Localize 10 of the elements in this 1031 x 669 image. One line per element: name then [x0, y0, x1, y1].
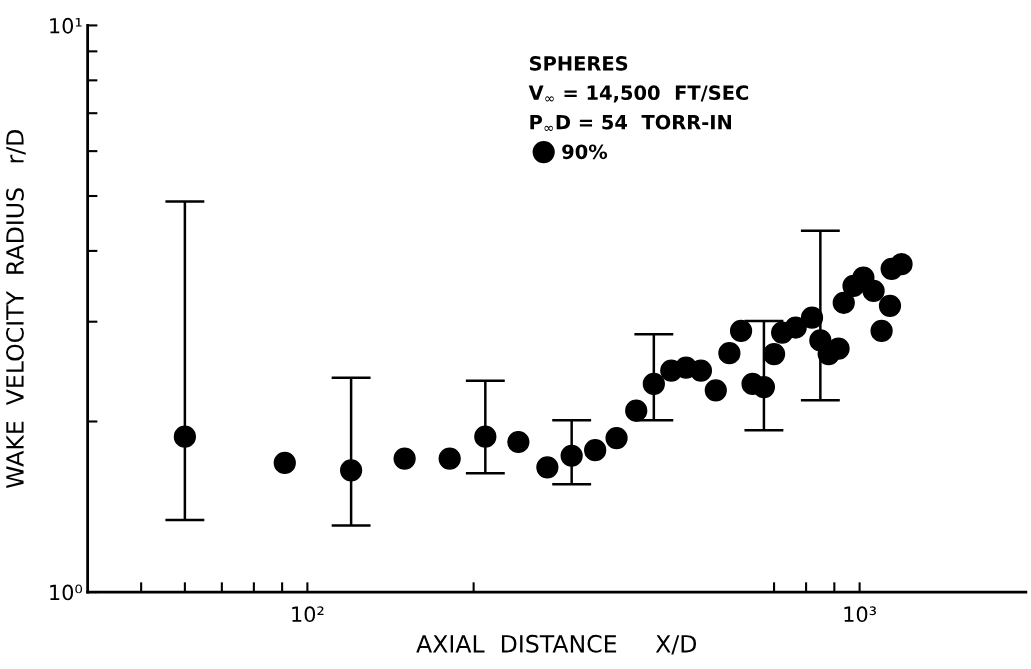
annotation: P$_{∞}$D = 54 TORR-IN: [530, 114, 731, 131]
y-axis-title: WAKE VELOCITY RADIUS r/D: [6, 130, 26, 489]
x-tick-label: 10³: [844, 606, 876, 623]
annotation: SPHERES: [529, 56, 628, 71]
y-tick-label: 10⁰: [50, 584, 83, 601]
annotation: V$_{∞}$ = 14,500 FT/SEC: [528, 85, 749, 103]
y-tick-label: 10¹: [50, 17, 82, 34]
legend-label: 90%: [562, 144, 608, 160]
x-axis-title: AXIAL DISTANCE X/D: [416, 634, 697, 655]
x-tick-label: 10²: [292, 606, 324, 623]
